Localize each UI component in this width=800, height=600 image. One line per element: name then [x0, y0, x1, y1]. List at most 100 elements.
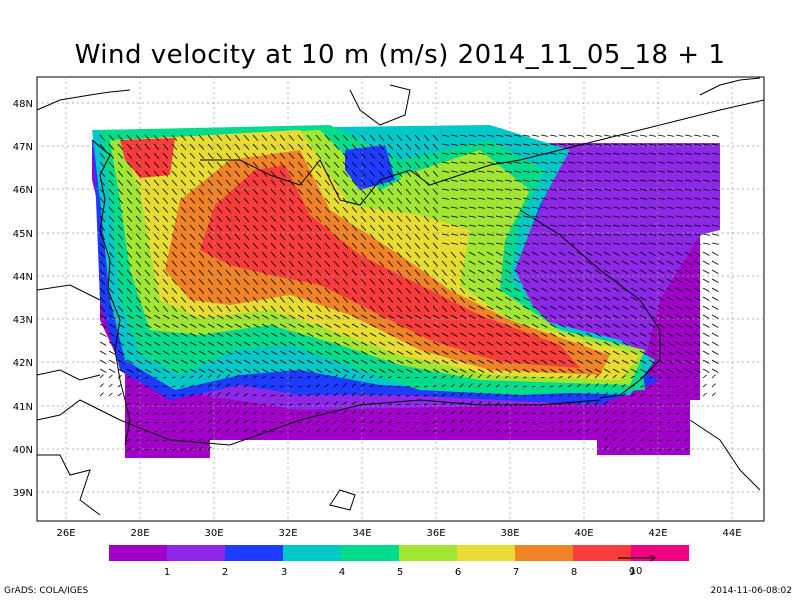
wind-arrow	[351, 410, 356, 415]
wind-arrow	[162, 143, 169, 150]
wind-arrow	[369, 269, 376, 276]
wind-arrow	[477, 401, 482, 406]
wind-arrow	[540, 430, 545, 433]
wind-arrow	[198, 161, 205, 168]
wind-arrow	[396, 251, 403, 258]
wind-arrow	[162, 394, 167, 397]
wind-arrow	[198, 341, 206, 346]
wind-arrow	[351, 341, 359, 346]
wind-arrow	[162, 376, 167, 379]
wind-arrow	[153, 368, 161, 373]
wind-arrow	[558, 197, 567, 200]
wind-arrow	[360, 170, 367, 177]
wind-arrow	[270, 188, 277, 195]
wind-arrow	[630, 260, 638, 265]
wind-arrow	[432, 350, 440, 355]
wind-arrow	[648, 385, 653, 388]
wind-arrow	[693, 269, 701, 274]
wind-arrow	[198, 287, 205, 294]
wind-arrow	[315, 332, 323, 337]
wind-arrow	[441, 152, 450, 155]
wind-arrow	[684, 215, 693, 218]
wind-arrow	[459, 296, 466, 303]
wind-arrow	[396, 394, 401, 397]
wind-arrow	[522, 188, 531, 191]
lat-label: 48N	[13, 99, 33, 110]
wind-arrow	[342, 410, 347, 415]
wind-arrow	[558, 305, 566, 310]
wind-arrow	[441, 170, 450, 173]
wind-arrow	[252, 251, 259, 258]
wind-arrow	[198, 401, 203, 406]
wind-arrow	[270, 341, 278, 346]
wind-arrow	[576, 287, 584, 292]
lon-label: 30E	[204, 528, 223, 539]
wind-arrow	[207, 215, 214, 222]
wind-arrow	[693, 170, 702, 173]
wind-arrow	[657, 287, 665, 292]
wind-arrow	[252, 260, 259, 267]
wind-arrow	[180, 269, 187, 276]
wind-arrow	[702, 278, 710, 283]
wind-arrow	[486, 287, 494, 292]
wind-arrow	[117, 269, 124, 276]
wind-arrow	[684, 402, 689, 406]
wind-arrow	[180, 188, 187, 195]
wind-arrow	[270, 278, 277, 285]
wind-arrow	[99, 296, 106, 303]
wind-arrow	[99, 233, 106, 240]
wind-arrow	[117, 143, 124, 150]
lon-label: 38E	[500, 528, 519, 539]
wind-arrow	[207, 374, 212, 379]
wind-arrow	[414, 305, 421, 312]
wind-arrow	[279, 278, 286, 285]
wind-arrow	[639, 152, 648, 155]
wind-arrow	[495, 260, 503, 265]
wind-arrow	[207, 206, 214, 213]
wind-arrow	[477, 359, 485, 364]
wind-arrow	[549, 421, 554, 424]
wind-arrow	[270, 296, 277, 303]
wind-arrow	[522, 269, 530, 274]
wind-arrow	[450, 152, 459, 155]
wind-arrow	[693, 350, 701, 355]
wind-arrow	[387, 332, 395, 337]
wind-arrow	[513, 368, 521, 373]
wind-arrow	[243, 251, 250, 258]
wind-arrow	[117, 188, 124, 195]
wind-arrow	[558, 224, 567, 227]
wind-arrow	[441, 269, 448, 276]
wind-arrow	[711, 197, 720, 200]
wind-arrow	[342, 287, 349, 294]
wind-arrow	[198, 224, 205, 231]
wind-arrow	[225, 152, 232, 159]
wind-arrow	[216, 287, 223, 294]
wind-arrow	[279, 368, 287, 373]
wind-arrow	[99, 332, 107, 337]
wind-arrow	[711, 152, 720, 155]
wind-arrow	[270, 376, 275, 379]
wind-arrow	[207, 410, 212, 415]
wind-arrow	[486, 419, 491, 424]
wind-arrow	[261, 394, 266, 397]
wind-arrow	[135, 161, 142, 168]
wind-arrow	[648, 376, 653, 379]
wind-arrow	[189, 314, 197, 319]
wind-arrow	[477, 206, 486, 209]
wind-arrow	[153, 260, 160, 267]
wind-arrow	[549, 376, 554, 379]
wind-arrow	[540, 278, 548, 283]
wind-arrow	[666, 188, 675, 191]
wind-arrow	[432, 412, 437, 415]
wind-arrow	[504, 350, 512, 355]
wind-arrow	[144, 161, 151, 168]
wind-arrow	[558, 134, 567, 137]
wind-arrow	[315, 393, 320, 397]
wind-arrow	[666, 278, 674, 283]
wind-arrow	[297, 233, 304, 240]
wind-arrow	[621, 375, 626, 379]
wind-arrow	[234, 134, 241, 141]
wind-arrow	[108, 206, 115, 213]
wind-arrow	[189, 278, 196, 285]
wind-arrow	[234, 197, 241, 204]
